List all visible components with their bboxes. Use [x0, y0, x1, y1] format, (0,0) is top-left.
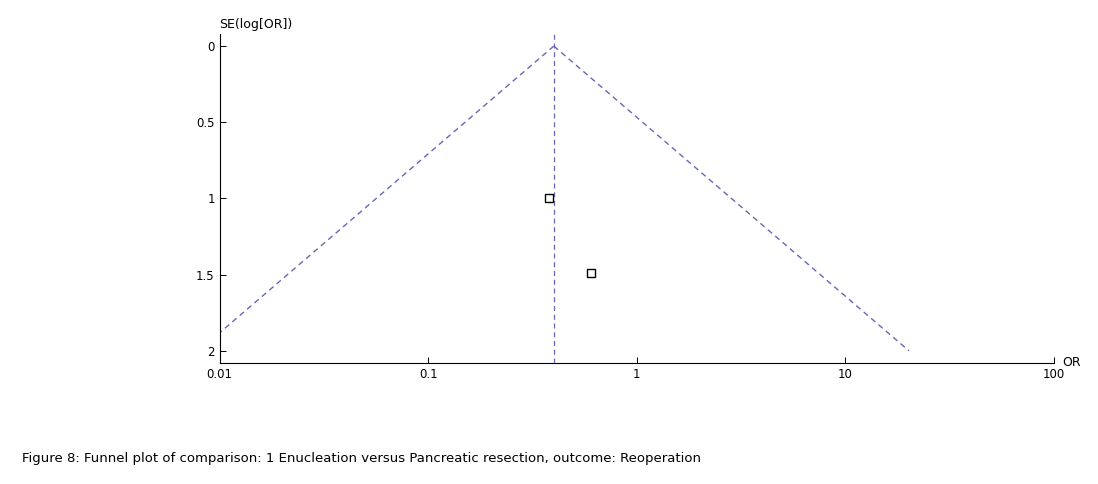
Text: OR: OR	[1063, 357, 1082, 369]
Text: SE(log[OR]): SE(log[OR])	[220, 17, 293, 30]
Text: Figure 8: Funnel plot of comparison: 1 Enucleation versus Pancreatic resection, : Figure 8: Funnel plot of comparison: 1 E…	[22, 452, 701, 465]
